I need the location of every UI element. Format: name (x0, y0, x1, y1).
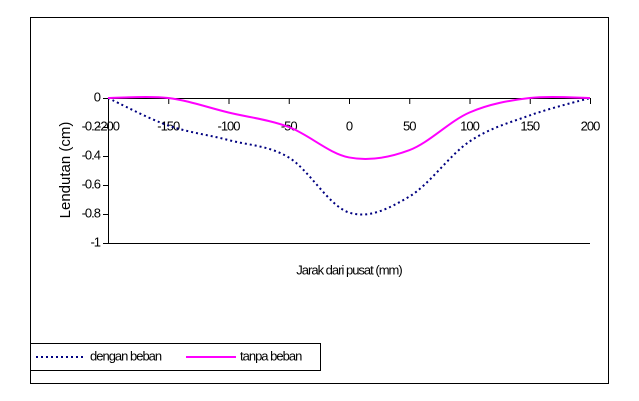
y-tick-label: -0.8 (82, 205, 101, 220)
x-tick-label: 100 (460, 118, 479, 133)
x-tick-label: 200 (581, 118, 600, 133)
chart-border (30, 17, 609, 384)
x-axis-label: Jarak dari pusat (mm) (296, 262, 402, 277)
legend-box (30, 343, 321, 371)
x-tick-label: -200 (97, 118, 120, 133)
y-tick-label: -0.4 (82, 147, 101, 162)
y-tick-label: -1 (90, 234, 100, 249)
y-tick-label: -0.6 (82, 176, 101, 191)
x-tick-label: -150 (157, 118, 180, 133)
series-line (107, 95, 591, 161)
y-tick-label: 0 (94, 89, 101, 104)
legend-label: tanpa beban (240, 348, 302, 363)
x-tick-label: 50 (403, 118, 416, 133)
x-tick-label: -100 (217, 118, 240, 133)
y-tick-label: -0.2 (82, 118, 101, 133)
x-tick-label: 150 (520, 118, 539, 133)
y-axis-label: Lendutan (cm) (57, 122, 74, 219)
x-tick-label: 0 (346, 118, 353, 133)
legend-label: dengan beban (90, 348, 162, 363)
